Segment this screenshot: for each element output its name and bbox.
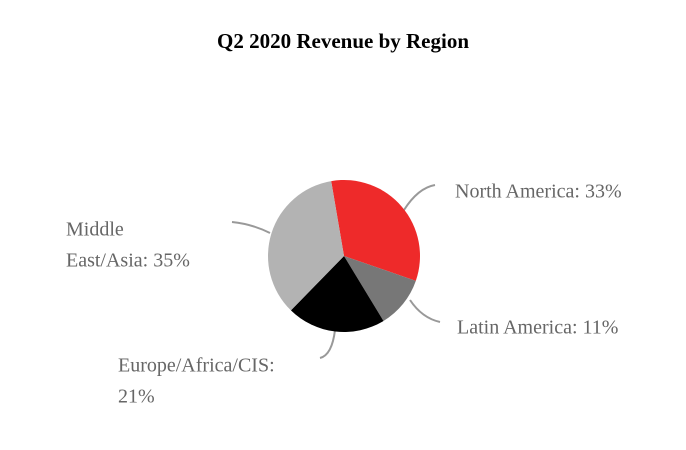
pie-slice bbox=[344, 256, 416, 321]
leader-line bbox=[409, 299, 441, 323]
slice-label: East/Asia: 35% bbox=[66, 250, 190, 272]
pie-slice bbox=[268, 181, 344, 311]
pie-slice bbox=[290, 256, 384, 332]
leader-line bbox=[319, 329, 336, 359]
leader-line bbox=[403, 184, 436, 211]
slice-label: Europe/Africa/CIS: bbox=[118, 355, 275, 377]
chart-title: Q2 2020 Revenue by Region bbox=[217, 29, 469, 53]
leader-line bbox=[231, 221, 271, 234]
slice-label: 21% bbox=[118, 386, 155, 408]
pie-slice bbox=[331, 180, 420, 281]
slice-label: North America: 33% bbox=[455, 181, 622, 203]
slice-label: Middle bbox=[66, 219, 124, 241]
slice-label: Latin America: 11% bbox=[457, 317, 618, 339]
